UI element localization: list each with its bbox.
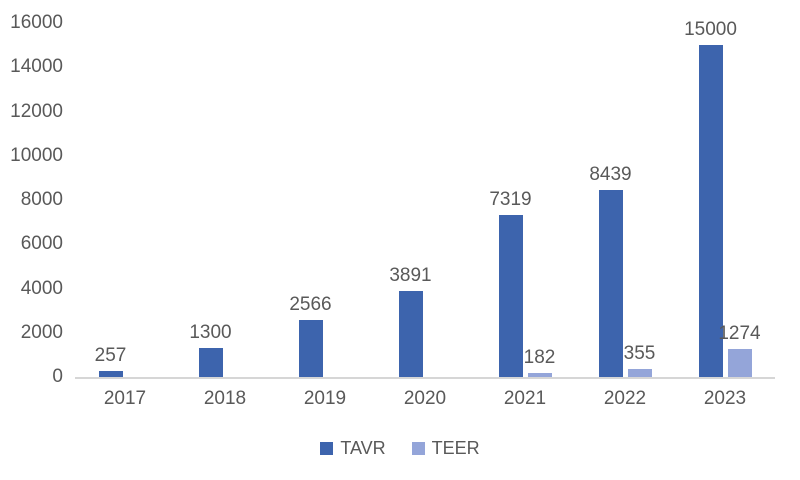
bar-tavr-2019: 2566 bbox=[289, 294, 332, 377]
bar-tavr-2022: 8439 bbox=[589, 164, 632, 377]
y-axis-label: 0 bbox=[52, 366, 63, 387]
bar-tavr-2021: 7319 bbox=[489, 189, 532, 377]
bar-teer-2023: 1274 bbox=[718, 323, 761, 377]
x-axis-label-2020: 2020 bbox=[403, 388, 447, 409]
bar-group-2018: 1300 bbox=[175, 23, 275, 377]
x-axis-label-2022: 2022 bbox=[603, 388, 647, 409]
bar-tavr-2020: 3891 bbox=[389, 265, 432, 377]
data-label-tavr-2018: 1300 bbox=[189, 322, 232, 343]
legend-item-tavr: TAVR bbox=[320, 438, 386, 458]
bar-teer-2022: 355 bbox=[624, 343, 655, 377]
data-label-teer-2021: 182 bbox=[523, 347, 556, 368]
legend-item-teer: TEER bbox=[411, 438, 480, 458]
legend-label-teer: TEER bbox=[431, 438, 480, 458]
data-label-tavr-2023: 15000 bbox=[684, 19, 737, 40]
data-label-tavr-2019: 2566 bbox=[289, 294, 332, 315]
bar-tavr-2017: 257 bbox=[95, 345, 126, 377]
bar-teer-2021: 182 bbox=[524, 347, 555, 377]
legend-swatch-tavr bbox=[320, 441, 334, 455]
legend-swatch-teer bbox=[411, 441, 425, 455]
data-label-tavr-2021: 7319 bbox=[489, 189, 532, 210]
data-label-tavr-2020: 3891 bbox=[389, 265, 432, 286]
x-axis-label-2021: 2021 bbox=[503, 388, 547, 409]
bar-tavr-2018: 1300 bbox=[189, 322, 232, 377]
y-axis-label: 14000 bbox=[10, 56, 63, 78]
bar-group-2023: 15000 1274 bbox=[675, 19, 775, 377]
bar-group-2022: 8439 355 bbox=[575, 23, 675, 377]
x-axis-label-2023: 2023 bbox=[703, 388, 747, 409]
y-axis-label: 8000 bbox=[20, 189, 63, 210]
plot-area: 257 1300 2566 3891 7319 182 8439 355 15000 1274 bbox=[75, 19, 775, 379]
data-label-teer-2023: 1274 bbox=[718, 323, 761, 344]
bar-group-2017: 257 bbox=[75, 23, 175, 377]
legend: TAVR TEER bbox=[0, 438, 800, 458]
x-axis-label-2019: 2019 bbox=[303, 388, 347, 409]
x-axis-label-2018: 2018 bbox=[203, 388, 247, 409]
data-label-tavr-2022: 8439 bbox=[589, 164, 632, 185]
legend-label-tavr: TAVR bbox=[340, 438, 386, 458]
data-label-teer-2022: 355 bbox=[623, 343, 656, 364]
data-label-tavr-2017: 257 bbox=[94, 345, 127, 366]
bar-tavr-2023: 15000 bbox=[684, 19, 737, 377]
y-axis-label: 10000 bbox=[10, 144, 63, 166]
y-axis-label: 12000 bbox=[10, 100, 63, 122]
x-axis-label-2017: 2017 bbox=[103, 388, 147, 409]
x-axis: 2017 2018 2019 2020 2021 2022 2023 bbox=[75, 388, 775, 410]
bar-group-2021: 7319 182 bbox=[475, 23, 575, 377]
y-axis-label: 16000 bbox=[10, 12, 63, 33]
bar-group-2020: 3891 bbox=[375, 23, 475, 377]
bar-group-2019: 2566 bbox=[275, 23, 375, 377]
y-axis-label: 4000 bbox=[20, 277, 63, 299]
y-axis: 0 2000 4000 6000 8000 10000 12000 14000 16000 bbox=[0, 12, 63, 387]
y-axis-label: 6000 bbox=[20, 233, 63, 255]
y-axis-label: 2000 bbox=[20, 321, 63, 343]
